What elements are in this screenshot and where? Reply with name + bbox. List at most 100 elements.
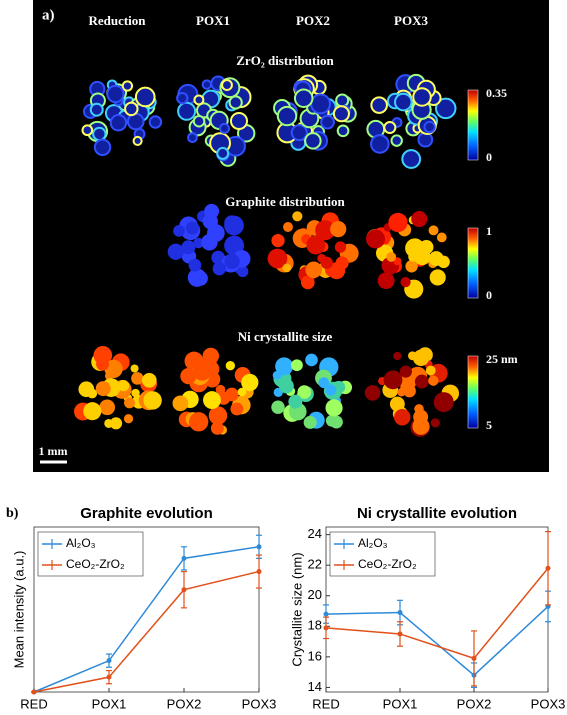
particle (219, 122, 231, 134)
particle (224, 253, 240, 269)
row-title: Ni crystallite size (238, 329, 333, 344)
particle (130, 364, 139, 373)
x-tick-label: POX1 (383, 696, 418, 711)
particle (229, 111, 249, 131)
particle (325, 399, 343, 417)
particle (99, 399, 116, 416)
particle (143, 391, 162, 410)
particle (428, 251, 444, 267)
panel-label: a) (42, 7, 55, 23)
marker (545, 565, 551, 571)
particle (330, 221, 347, 238)
particle (364, 385, 381, 401)
particle (89, 102, 104, 117)
y-axis-label: Mean intensity (a.u.) (11, 551, 26, 669)
particle (92, 126, 107, 142)
particle (383, 121, 397, 135)
particle (412, 349, 430, 367)
particle (320, 256, 333, 270)
particle (201, 234, 218, 251)
particle (177, 101, 197, 121)
particle (132, 135, 143, 146)
y-tick-label: 14 (308, 679, 322, 694)
particle (126, 112, 145, 131)
particle (370, 96, 388, 114)
particle (419, 240, 434, 255)
particle (390, 134, 403, 147)
colorbar-bottom: 0 (486, 150, 492, 164)
particle (334, 241, 347, 253)
marker (31, 689, 37, 695)
legend-label: CeO₂-ZrO₂ (358, 557, 417, 571)
particle (414, 374, 429, 389)
particle (185, 221, 200, 235)
particle (377, 272, 395, 290)
particle (224, 215, 244, 236)
particle (366, 229, 386, 249)
particle (305, 261, 322, 279)
particle (95, 381, 111, 397)
x-tick-label: POX3 (242, 696, 277, 711)
particle (399, 365, 412, 378)
particle (96, 357, 109, 371)
series-line (33, 546, 260, 693)
row-title: Graphite distribution (225, 194, 345, 209)
particle (202, 347, 220, 365)
particle (212, 261, 226, 276)
legend-label: CeO₂-ZrO₂ (66, 557, 125, 571)
chart-title: Ni crystallite evolution (357, 505, 517, 522)
particle (167, 243, 184, 260)
particle (297, 385, 312, 399)
y-tick-label: 16 (308, 648, 322, 663)
x-tick-label: POX2 (167, 696, 202, 711)
charts: b) Graphite evolution Mean intensity (a.u.… (6, 505, 565, 711)
colorbar-top: 0.35 (486, 86, 507, 100)
particle (172, 395, 189, 412)
series-line (325, 605, 549, 677)
particle (383, 370, 403, 390)
particle (203, 391, 221, 410)
particle (335, 93, 350, 108)
marker (397, 631, 403, 637)
x-tick-label: RED (20, 696, 47, 711)
series-line (325, 567, 549, 660)
y-tick-label: 22 (308, 557, 322, 572)
particle (306, 235, 326, 255)
particle (412, 87, 432, 107)
particle (403, 384, 416, 398)
particle (104, 359, 123, 379)
particle (282, 263, 292, 273)
particle (189, 412, 209, 432)
particle (173, 225, 185, 237)
marker (323, 625, 329, 631)
particle (412, 417, 430, 435)
particle (292, 211, 303, 222)
legend-label: Al₂O₃ (66, 536, 96, 550)
particle (83, 402, 102, 421)
particle (428, 225, 439, 236)
marker (106, 674, 112, 680)
marker (256, 544, 262, 550)
particle (388, 212, 408, 233)
particle (221, 79, 233, 91)
y-tick-label: 20 (308, 587, 322, 602)
marker (471, 655, 477, 661)
x-tick-label: POX2 (457, 696, 492, 711)
particle (436, 232, 447, 243)
row-title: ZrO₂ distribution (236, 53, 334, 68)
x-tick-label: POX3 (531, 696, 566, 711)
particle (271, 400, 285, 414)
particle (279, 378, 294, 394)
panel-label: b) (6, 506, 19, 521)
particle (310, 93, 331, 115)
particle (204, 203, 220, 219)
particle (429, 269, 446, 286)
particle (109, 114, 128, 132)
column-header: Reduction (88, 13, 146, 28)
particle (180, 368, 197, 385)
x-tick-label: POX1 (92, 696, 127, 711)
particle (435, 97, 457, 120)
particle (117, 380, 130, 392)
particle (124, 101, 139, 117)
particle (325, 384, 337, 396)
